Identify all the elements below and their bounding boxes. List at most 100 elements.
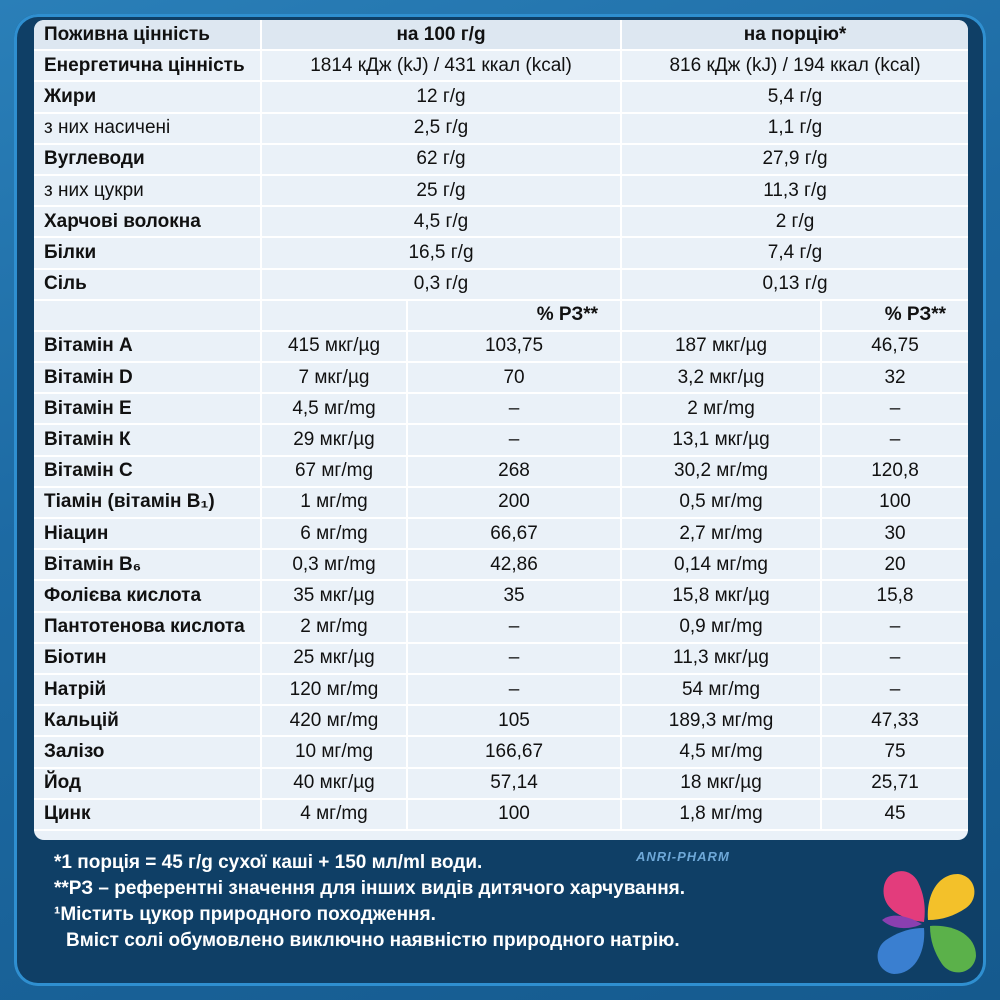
- vitamin-per-portion: 0,9 мг/mg: [622, 612, 823, 644]
- nutrient-row: Харчові волокна 4,5 г/g 2 г/g: [34, 207, 968, 239]
- vitamin-per-portion: 0,14 мг/mg: [622, 550, 823, 582]
- vitamin-rz-portion: 45: [822, 800, 968, 831]
- nutrient-per-100: 25 г/g: [262, 175, 623, 208]
- header-nutrient: Поживна цінність: [34, 20, 262, 52]
- vitamin-per-100: 4,5 мг/mg: [262, 394, 408, 426]
- vitamin-rz-portion: –: [822, 425, 968, 457]
- rz-header-empty: [34, 300, 262, 332]
- footnote-portion: *1 порція = 45 г/g сухої каші + 150 мл/m…: [54, 852, 483, 873]
- vitamin-rz-100: 35: [408, 581, 623, 613]
- rz-header-per-portion: % РЗ**: [822, 301, 968, 332]
- vitamin-label: Натрій: [34, 674, 262, 707]
- vitamin-rz-portion: 75: [822, 737, 968, 769]
- nutrient-row: з них цукри 25 г/g 11,3 г/g: [34, 175, 968, 208]
- rz-header-row: % РЗ** % РЗ**: [34, 300, 968, 332]
- vitamin-per-100: 1 мг/mg: [262, 487, 408, 519]
- footnote-rz: **РЗ – референтні значення для інших вид…: [54, 878, 686, 899]
- vitamin-rz-portion: 20: [822, 550, 968, 582]
- vitamin-rz-100: –: [408, 425, 623, 457]
- nutrient-label: з них насичені: [34, 113, 262, 145]
- vitamin-rz-100: –: [408, 394, 623, 426]
- vitamin-rz-portion: –: [822, 644, 968, 675]
- vitamin-per-portion: 2 мг/mg: [622, 394, 823, 426]
- vitamin-rz-portion: –: [822, 394, 968, 426]
- nutrient-row: Енергетична цінність 1814 кДж (kJ) / 431 …: [34, 51, 968, 83]
- nutrient-label: з них цукри: [34, 175, 262, 208]
- nutrient-label: Білки: [34, 238, 262, 270]
- vitamin-rz-portion: 47,33: [822, 706, 968, 738]
- vitamin-row: Вітамін Е 4,5 мг/mg –2 мг/mg –: [34, 394, 968, 426]
- vitamin-per-portion: 15,8 мкг/µg: [622, 581, 823, 613]
- vitamin-label: Вітамін А: [34, 331, 262, 364]
- vitamin-row: Йод 40 мкг/µg 57,14 18 мкг/µg 25,71: [34, 768, 968, 800]
- vitamin-per-portion: 54 мг/mg: [622, 674, 823, 707]
- vitamin-row: Фолієва кислота 35 мкг/µg 35 15,8 мкг/µg 15,…: [34, 581, 968, 613]
- vitamin-per-portion: 189,3 мг/mg: [622, 706, 823, 738]
- nutrient-per-100: 4,5 г/g: [262, 207, 623, 239]
- vitamin-per-portion: 13,1 мкг/µg: [622, 425, 823, 457]
- vitamin-label: Цинк: [34, 799, 262, 831]
- vitamin-per-portion: 0,5 мг/mg: [622, 487, 823, 519]
- vitamin-rz-100: 66,67: [408, 519, 623, 551]
- footnotes: *1 порція = 45 г/g сухої каші + 150 мл/m…: [54, 850, 814, 954]
- vitamin-rz-portion: 32: [822, 363, 968, 395]
- vitamin-per-100: 7 мкг/µg: [262, 363, 408, 395]
- vitamin-per-100: 420 мг/mg: [262, 706, 408, 738]
- vitamin-per-100: 40 мкг/µg: [262, 768, 408, 800]
- rz-header-per-100: % РЗ**: [408, 300, 623, 332]
- vitamin-row: Вітамін А 415 мкг/µg 103,75 187 мкг/µg 46,75: [34, 331, 968, 364]
- nutrient-row: Сіль 0,3 г/g 0,13 г/g: [34, 269, 968, 301]
- vitamin-label: Ніацин: [34, 519, 262, 551]
- nutrient-per-portion: 816 кДж (kJ) / 194 ккал (kcal): [622, 51, 968, 83]
- vitamin-per-100: 35 мкг/µg: [262, 581, 408, 613]
- vitamin-per-portion: 4,5 мг/mg: [622, 737, 823, 769]
- vitamin-rz-portion: –: [822, 675, 968, 707]
- vitamin-label: Вітамін К: [34, 425, 262, 457]
- brand-watermark: ANRI-PHARM: [636, 849, 730, 864]
- vitamin-per-100: 29 мкг/µg: [262, 425, 408, 457]
- nutrient-label: Харчові волокна: [34, 207, 262, 239]
- vitamin-per-100: 4 мг/mg: [262, 799, 408, 831]
- vitamin-per-portion: 3,2 мкг/µg: [622, 363, 823, 395]
- vitamin-rz-portion: 15,8: [822, 581, 968, 613]
- vitamin-label: Вітамін Е: [34, 394, 262, 426]
- vitamin-row: Ніацин 6 мг/mg 66,67 2,7 мг/mg 30: [34, 519, 968, 551]
- vitamin-row: Пантотенова кислота 2 мг/mg –0,9 мг/mg –: [34, 612, 968, 644]
- vitamin-row: Тіамін (вітамін В₁) 1 мг/mg 200 0,5 мг/mg 10…: [34, 487, 968, 519]
- vitamin-rz-100: –: [408, 674, 623, 707]
- nutrient-row: Білки 16,5 г/g 7,4 г/g: [34, 238, 968, 270]
- rz-header-empty-3: [622, 300, 823, 332]
- vitamin-row: Залізо 10 мг/mg 166,67 4,5 мг/mg 75: [34, 737, 968, 769]
- vitamin-label: Залізо: [34, 737, 262, 769]
- flower-logo-icon: [877, 871, 976, 974]
- vitamin-label: Вітамін С: [34, 456, 262, 488]
- vitamin-per-100: 67 мг/mg: [262, 456, 408, 488]
- rz-header-empty-2: [262, 300, 408, 332]
- nutrient-per-100: 62 г/g: [262, 144, 623, 176]
- vitamin-per-portion: 187 мкг/µg: [622, 331, 823, 364]
- vitamin-per-100: 25 мкг/µg: [262, 643, 408, 675]
- vitamin-label: Кальцій: [34, 706, 262, 738]
- nutrient-per-100: 2,5 г/g: [262, 113, 623, 145]
- header-per-portion: на порцію*: [622, 20, 968, 52]
- header-per-100: на 100 г/g: [262, 20, 623, 52]
- nutrient-label: Енергетична цінність: [34, 51, 262, 83]
- vitamin-rz-100: 105: [408, 706, 623, 738]
- vitamin-rz-100: 100: [408, 799, 623, 831]
- nutrition-table: Поживна цінність на 100 г/g на порцію* Е…: [34, 20, 968, 831]
- vitamin-rz-100: –: [408, 612, 623, 644]
- vitamin-per-portion: 30,2 мг/mg: [622, 456, 823, 488]
- nutrition-table-panel: Поживна цінність на 100 г/g на порцію* Е…: [34, 20, 968, 840]
- vitamin-label: Фолієва кислота: [34, 581, 262, 613]
- vitamin-per-100: 2 мг/mg: [262, 612, 408, 644]
- vitamin-rz-portion: 46,75: [822, 332, 968, 364]
- vitamin-label: Йод: [34, 768, 262, 800]
- vitamin-row: Натрій 120 мг/mg –54 мг/mg –: [34, 674, 968, 707]
- vitamin-row: Кальцій 420 мг/mg 105 189,3 мг/mg 47,33: [34, 706, 968, 738]
- vitamin-per-100: 120 мг/mg: [262, 674, 408, 707]
- vitamin-rz-portion: 120,8: [822, 457, 968, 488]
- vitamin-rz-100: 103,75: [408, 331, 623, 364]
- nutrient-label: Сіль: [34, 269, 262, 301]
- vitamin-label: Вітамін В₆: [34, 550, 262, 582]
